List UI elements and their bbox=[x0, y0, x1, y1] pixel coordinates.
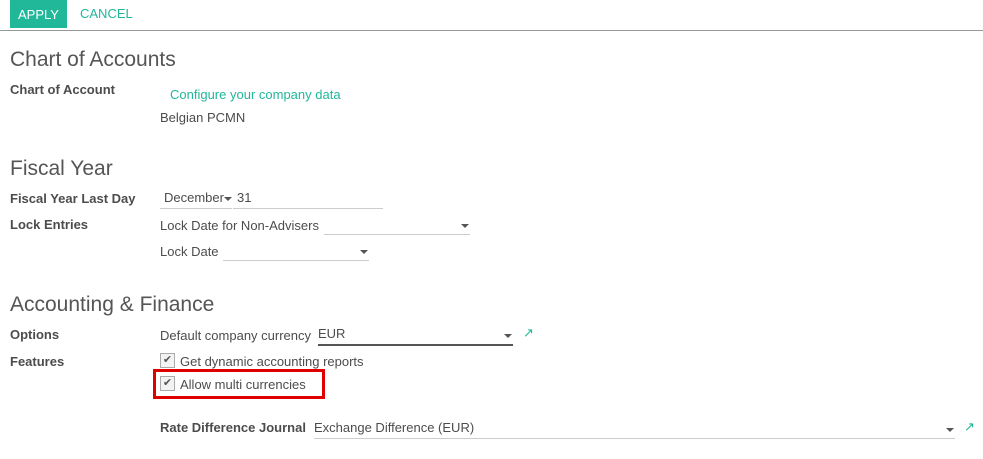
toolbar-divider bbox=[0, 30, 983, 31]
fiscal-last-day-label: Fiscal Year Last Day bbox=[10, 191, 136, 206]
external-link-icon[interactable]: ↗ bbox=[523, 325, 534, 340]
lock-date-input[interactable] bbox=[223, 242, 369, 261]
rate-difference-value: Exchange Difference (EUR) bbox=[314, 420, 475, 435]
caret-down-icon bbox=[461, 224, 469, 228]
options-label: Options bbox=[10, 327, 60, 342]
fiscal-day-input[interactable]: 31 bbox=[233, 190, 383, 209]
highlight-box bbox=[153, 369, 325, 399]
lock-date-label: Lock Date bbox=[160, 244, 219, 259]
dynamic-reports-checkbox[interactable]: ✔ bbox=[160, 353, 175, 368]
section-title-chart: Chart of Accounts bbox=[10, 48, 176, 71]
section-title-fiscal: Fiscal Year bbox=[10, 157, 113, 180]
section-title-accounting: Accounting & Finance bbox=[10, 293, 215, 316]
cancel-button[interactable]: CANCEL bbox=[80, 6, 133, 21]
chart-of-account-value: Belgian PCMN bbox=[160, 110, 246, 125]
lock-non-advisers-label: Lock Date for Non-Advisers bbox=[160, 218, 319, 233]
configure-company-link[interactable]: Configure your company data bbox=[170, 87, 341, 102]
caret-down-icon bbox=[946, 428, 954, 432]
currency-value: EUR bbox=[318, 326, 346, 341]
currency-label: Default company currency bbox=[160, 328, 312, 343]
fiscal-month-value: December bbox=[164, 190, 224, 205]
multi-currency-label: Allow multi currencies bbox=[180, 377, 306, 392]
caret-down-icon bbox=[224, 197, 232, 201]
features-label: Features bbox=[10, 354, 65, 369]
fiscal-day-value: 31 bbox=[237, 190, 252, 205]
dynamic-reports-label: Get dynamic accounting reports bbox=[180, 354, 364, 369]
caret-down-icon bbox=[504, 334, 512, 338]
rate-difference-label: Rate Difference Journal bbox=[160, 420, 306, 435]
caret-down-icon bbox=[360, 250, 368, 254]
chart-of-account-label: Chart of Account bbox=[10, 82, 115, 97]
currency-select[interactable]: EUR bbox=[318, 326, 513, 346]
lock-entries-label: Lock Entries bbox=[10, 217, 89, 232]
lock-non-advisers-input[interactable] bbox=[324, 216, 470, 235]
external-link-icon[interactable]: ↗ bbox=[964, 419, 975, 434]
fiscal-month-select[interactable]: December bbox=[160, 190, 232, 209]
rate-difference-select[interactable]: Exchange Difference (EUR) bbox=[314, 420, 955, 439]
multi-currency-checkbox[interactable]: ✔ bbox=[160, 376, 175, 391]
apply-button[interactable]: APPLY bbox=[10, 0, 67, 28]
